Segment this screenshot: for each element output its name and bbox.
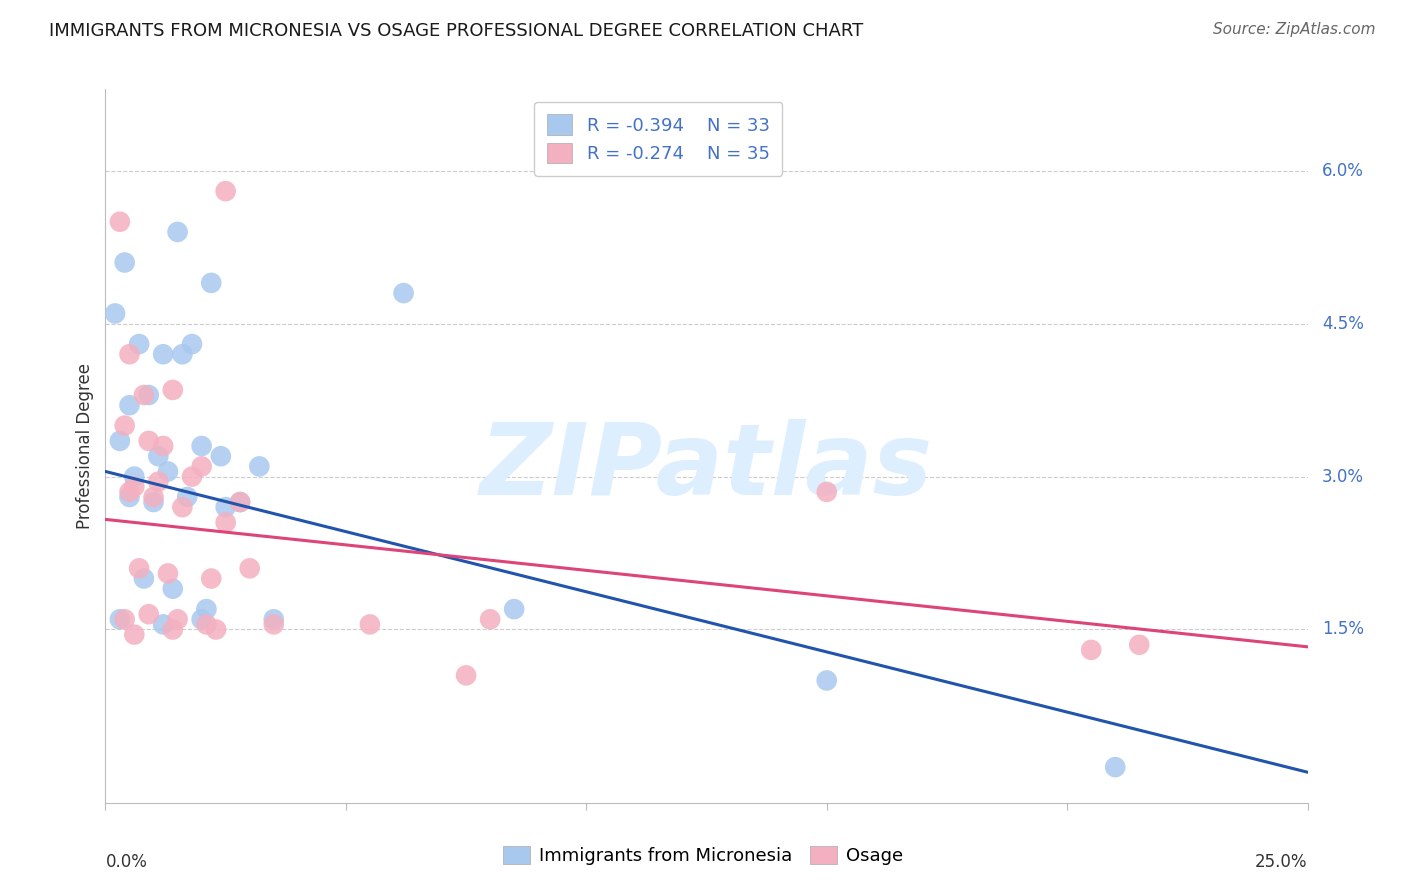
Text: IMMIGRANTS FROM MICRONESIA VS OSAGE PROFESSIONAL DEGREE CORRELATION CHART: IMMIGRANTS FROM MICRONESIA VS OSAGE PROF… <box>49 22 863 40</box>
Text: 25.0%: 25.0% <box>1256 853 1308 871</box>
Text: Source: ZipAtlas.com: Source: ZipAtlas.com <box>1212 22 1375 37</box>
Point <box>172 500 194 515</box>
Point <box>214 516 236 530</box>
Point <box>138 388 160 402</box>
Point <box>124 469 146 483</box>
Point <box>138 607 160 622</box>
Text: 3.0%: 3.0% <box>1322 467 1364 485</box>
Point <box>172 347 194 361</box>
Point <box>152 347 174 361</box>
Point <box>124 480 146 494</box>
Point <box>229 495 252 509</box>
Point <box>114 418 136 433</box>
Point <box>1128 638 1150 652</box>
Point <box>162 582 184 596</box>
Point <box>229 495 252 509</box>
Point <box>359 617 381 632</box>
Point <box>392 286 415 301</box>
Point <box>166 612 188 626</box>
Point <box>176 490 198 504</box>
Point <box>190 612 212 626</box>
Point <box>152 439 174 453</box>
Point <box>214 500 236 515</box>
Point <box>128 337 150 351</box>
Point <box>118 484 141 499</box>
Point <box>815 673 838 688</box>
Point <box>181 337 204 351</box>
Point <box>247 459 270 474</box>
Point <box>118 347 141 361</box>
Point <box>124 627 146 641</box>
Point <box>200 572 222 586</box>
Point <box>205 623 228 637</box>
Point <box>114 612 136 626</box>
Point <box>190 439 212 453</box>
Point <box>118 398 141 412</box>
Point <box>108 215 131 229</box>
Text: 4.5%: 4.5% <box>1322 315 1364 333</box>
Point <box>142 490 165 504</box>
Point <box>132 572 155 586</box>
Point <box>132 388 155 402</box>
Point <box>156 566 179 581</box>
Point <box>142 495 165 509</box>
Point <box>209 449 232 463</box>
Point <box>454 668 477 682</box>
Point <box>815 484 838 499</box>
Text: ZIPatlas: ZIPatlas <box>479 419 934 516</box>
Point <box>1080 643 1102 657</box>
Point <box>195 617 218 632</box>
Point <box>1104 760 1126 774</box>
Point <box>162 623 184 637</box>
Point <box>190 459 212 474</box>
Point <box>503 602 526 616</box>
Point <box>148 475 170 489</box>
Point <box>128 561 150 575</box>
Point <box>263 612 285 626</box>
Point <box>195 602 218 616</box>
Point <box>166 225 188 239</box>
Point <box>108 434 131 448</box>
Point <box>156 465 179 479</box>
Legend: Immigrants from Micronesia, Osage: Immigrants from Micronesia, Osage <box>495 838 911 872</box>
Text: 0.0%: 0.0% <box>105 853 148 871</box>
Point <box>138 434 160 448</box>
Point <box>263 617 285 632</box>
Point <box>152 617 174 632</box>
Legend: R = -0.394    N = 33, R = -0.274    N = 35: R = -0.394 N = 33, R = -0.274 N = 35 <box>534 102 782 176</box>
Point <box>479 612 502 626</box>
Point <box>239 561 262 575</box>
Point <box>214 184 236 198</box>
Point <box>181 469 204 483</box>
Point <box>104 306 127 320</box>
Point <box>118 490 141 504</box>
Point <box>114 255 136 269</box>
Text: 1.5%: 1.5% <box>1322 621 1364 639</box>
Point <box>162 383 184 397</box>
Point <box>200 276 222 290</box>
Point <box>148 449 170 463</box>
Text: 6.0%: 6.0% <box>1322 161 1364 180</box>
Point <box>108 612 131 626</box>
Y-axis label: Professional Degree: Professional Degree <box>76 363 94 529</box>
